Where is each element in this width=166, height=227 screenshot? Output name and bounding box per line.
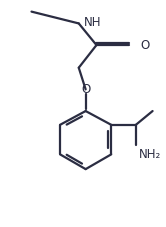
Text: O: O — [141, 39, 150, 52]
Text: NH₂: NH₂ — [139, 148, 161, 161]
Text: NH: NH — [84, 16, 101, 29]
Text: O: O — [81, 83, 90, 96]
